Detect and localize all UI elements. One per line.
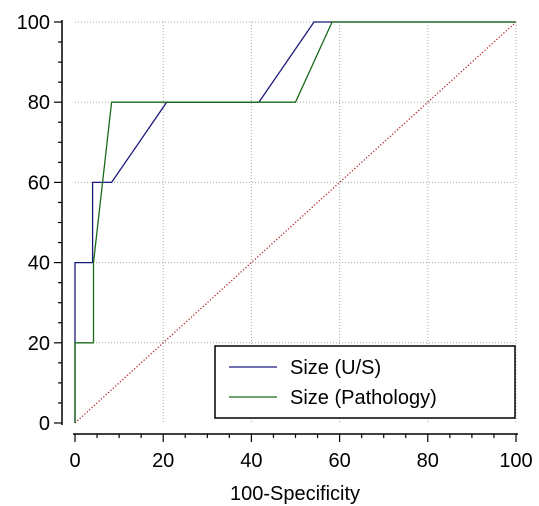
series-group bbox=[74, 21, 517, 424]
legend-label: Size (U/S) bbox=[290, 357, 381, 379]
y-tick-label: 60 bbox=[28, 172, 50, 194]
x-tick-label: 80 bbox=[417, 450, 439, 472]
legend-label: Size (Pathology) bbox=[290, 387, 437, 409]
axes: 0 20 40 60 80 100 0 20 40 60 80 100 bbox=[17, 12, 533, 472]
x-tick-label: 0 bbox=[69, 450, 80, 472]
grid-lines bbox=[75, 21, 517, 423]
legend: Size (U/S) Size (Pathology) bbox=[214, 345, 516, 419]
y-tick-label: 0 bbox=[39, 413, 50, 435]
reference-diagonal-line bbox=[74, 21, 517, 424]
y-tick-label: 20 bbox=[28, 333, 50, 355]
x-axis-label: 100-Specificity bbox=[230, 483, 360, 505]
y-tick-label: 80 bbox=[28, 92, 50, 114]
series-line-size-pathology bbox=[74, 21, 516, 423]
legend-box bbox=[214, 345, 516, 419]
series-line-size-u-s bbox=[74, 21, 516, 423]
x-tick-label: 100 bbox=[499, 450, 532, 472]
y-tick-label: 100 bbox=[17, 12, 50, 34]
x-tick-label: 40 bbox=[240, 450, 262, 472]
x-tick-label: 20 bbox=[152, 450, 174, 472]
y-tick-label: 40 bbox=[28, 253, 50, 275]
x-tick-label: 60 bbox=[328, 450, 350, 472]
